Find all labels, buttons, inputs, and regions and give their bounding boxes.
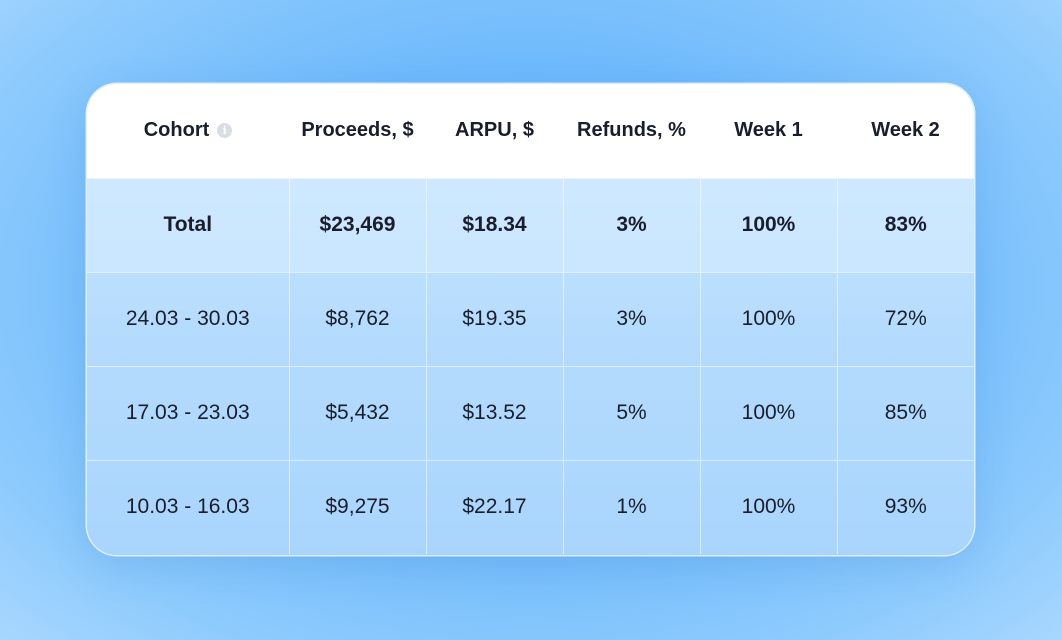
cell-total-arpu: $18.34 — [425, 177, 563, 272]
cohort-table-card: Cohort i Proceeds, $ ARPU, $ Refunds, % … — [87, 84, 974, 555]
cell-week2: 85% — [836, 365, 974, 460]
cell-total-week2: 83% — [836, 177, 974, 272]
cell-total-week1: 100% — [699, 177, 837, 272]
cell-arpu: $13.52 — [425, 365, 563, 460]
info-icon[interactable]: i — [217, 123, 233, 139]
header-refunds[interactable]: Refunds, % — [577, 119, 686, 142]
header-cohort-label: Cohort — [143, 119, 210, 142]
cell-refunds: 3% — [562, 271, 700, 366]
header-proceeds[interactable]: Proceeds, $ — [301, 119, 414, 142]
cohort-table: Cohort i Proceeds, $ ARPU, $ Refunds, % … — [87, 84, 974, 554]
header-arpu[interactable]: ARPU, $ — [455, 119, 534, 142]
table-row: 10.03 - 16.03 $9,275 $22.17 1% 100% 93% — [87, 459, 974, 554]
header-week-2[interactable]: Week 2 — [871, 119, 940, 142]
cell-week1: 100% — [699, 271, 837, 366]
cell-refunds: 1% — [562, 459, 700, 554]
cell-cohort: 24.03 - 30.03 — [87, 271, 289, 366]
cell-arpu: $22.17 — [425, 459, 563, 554]
cell-cohort: 17.03 - 23.03 — [87, 365, 289, 460]
table-row: 17.03 - 23.03 $5,432 $13.52 5% 100% 85% — [87, 365, 974, 460]
cell-total-proceeds: $23,469 — [288, 177, 426, 272]
cell-week2: 93% — [836, 459, 974, 554]
cell-cohort: 10.03 - 16.03 — [87, 459, 289, 554]
cell-proceeds: $5,432 — [288, 365, 426, 460]
cell-refunds: 5% — [562, 365, 700, 460]
cell-arpu: $19.35 — [425, 271, 563, 366]
cell-proceeds: $8,762 — [288, 271, 426, 366]
cell-total-refunds: 3% — [562, 177, 700, 272]
header-week-1[interactable]: Week 1 — [734, 119, 803, 142]
header-cohort[interactable]: Cohort i — [87, 84, 289, 178]
table-row: 24.03 - 30.03 $8,762 $19.35 3% 100% 72% — [87, 271, 974, 366]
cell-proceeds: $9,275 — [288, 459, 426, 554]
cell-week1: 100% — [699, 365, 837, 460]
table-row-total: Total $23,469 $18.34 3% 100% 83% — [87, 177, 974, 272]
table-header-row: Cohort i Proceeds, $ ARPU, $ Refunds, % … — [87, 84, 974, 178]
cell-week2: 72% — [836, 271, 974, 366]
cell-week1: 100% — [699, 459, 837, 554]
cell-total-label: Total — [87, 177, 289, 272]
